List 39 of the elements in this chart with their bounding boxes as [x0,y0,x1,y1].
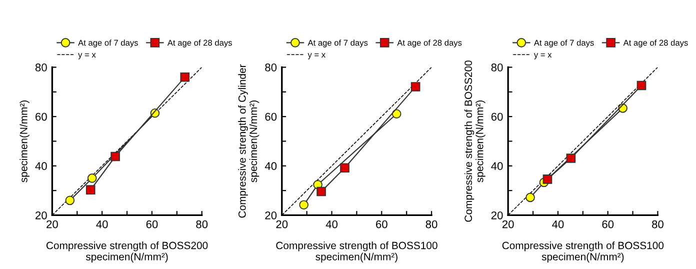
x-tick-label: 40 [96,220,108,228]
legend-label: At age of 28 days [623,40,688,48]
legend-label: y = x [534,53,552,60]
y-tick-label: 20 [36,211,47,220]
legend-label: At age of 28 days [167,40,232,48]
y-tick-label: 40 [491,162,503,170]
x-axis-title: Compressive strength of BOSS100 specimen(N/mm²) [276,242,438,262]
x-tick-label: 60 [146,220,158,228]
x-tick-label: 60 [376,220,388,228]
legend-label: At age of 7 days [308,40,368,48]
y-tick-label: 60 [491,112,503,121]
x-tick-label: 40 [552,220,564,228]
y-tick-label: 80 [491,64,503,72]
y-tick-label: 80 [265,64,277,72]
legend-label: y = x [78,53,96,60]
y-tick-label: 60 [265,112,277,121]
legend-label: At age of 7 days [534,40,594,48]
x-tick-label: 20 [502,220,514,228]
y-tick-label: 40 [35,162,47,170]
legend-label: At age of 7 days [78,40,138,48]
x-tick-label: 20 [276,220,288,228]
y-axis-title: Compressive strength of BOSS200 specimen(N/mm²) [464,60,486,222]
x-tick-label: 60 [602,220,614,228]
x-tick-label: 80 [196,220,208,228]
y-axis-title: specimen(N/mm²) [20,100,30,182]
y-tick-label: 80 [35,64,47,72]
y-tick-label: 20 [491,211,503,220]
y-tick-label: 40 [264,162,277,170]
x-tick-label: 20 [46,220,58,228]
legend-label: At age of 28 days [397,40,462,48]
y-tick-label: 20 [265,211,277,220]
x-tick-label: 80 [426,220,438,228]
legend-label: y = x [308,53,326,60]
x-axis-title: Compressive strength of BOSS200 specimen(N/mm²) [46,242,208,262]
x-tick-label: 80 [652,220,664,228]
x-axis-title: Compressive strength of BOSS100 specimen(N/mm²) [502,242,664,262]
x-tick-label: 40 [326,220,338,228]
y-axis-title: Compressive strength of Cylinder specimen(N/mm²) [238,64,260,218]
y-tick-label: 60 [36,112,47,121]
